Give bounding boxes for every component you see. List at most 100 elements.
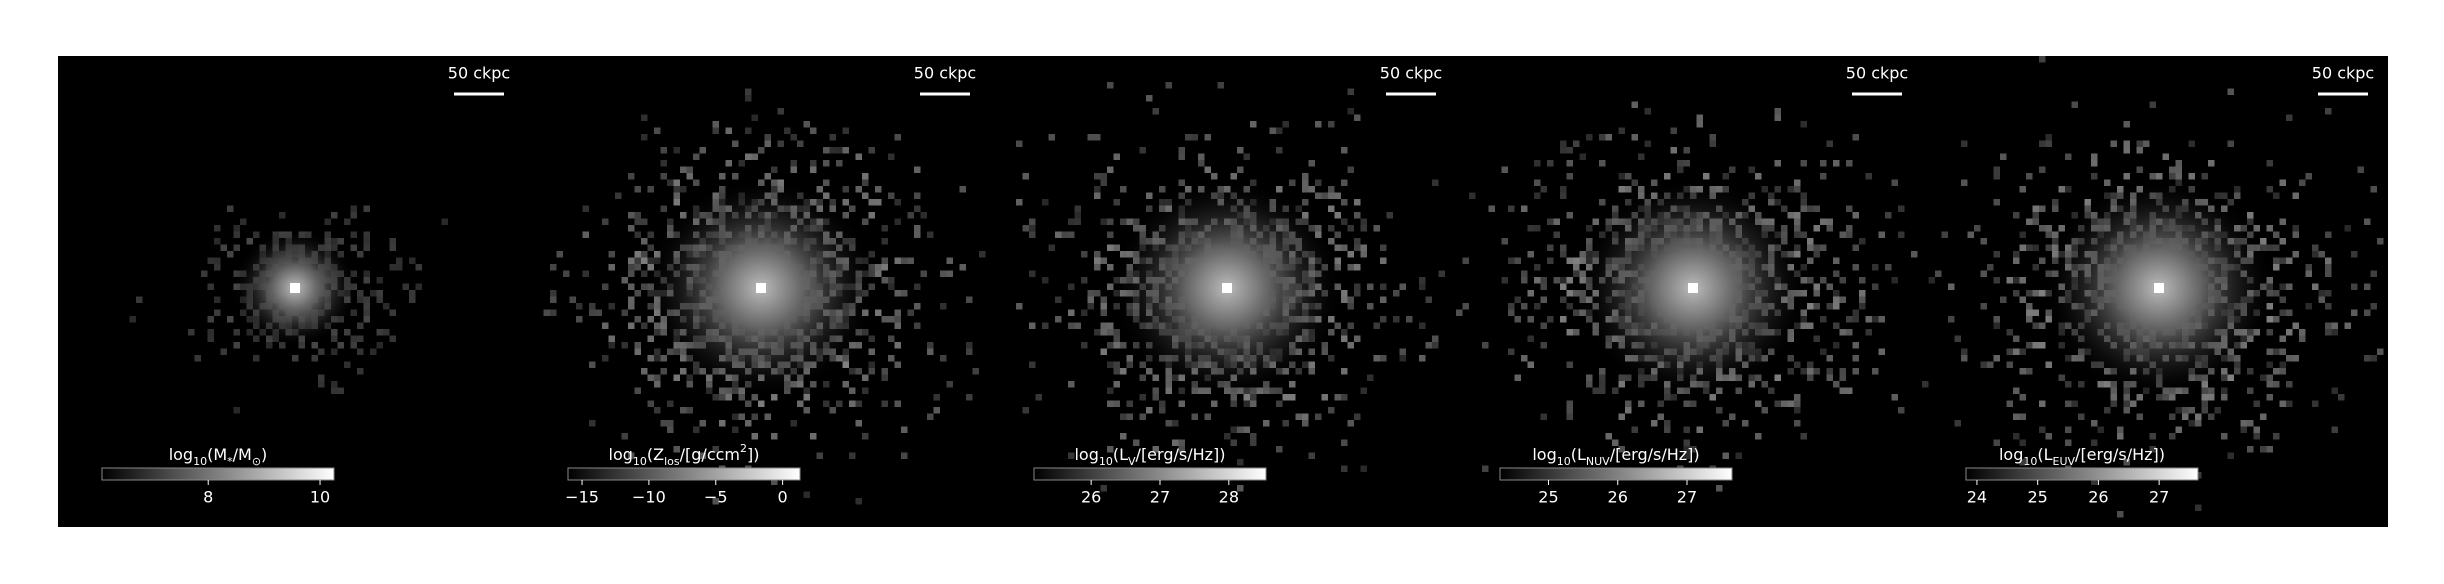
pixel [2299, 329, 2306, 336]
pixel [1774, 374, 1781, 381]
pixel [732, 426, 739, 433]
pixel [862, 173, 869, 180]
pixel [2286, 283, 2293, 290]
pixel [712, 498, 719, 505]
pixel [214, 257, 221, 264]
pixel [350, 335, 357, 342]
pixel [1993, 355, 2000, 362]
pixel [2305, 173, 2312, 180]
pixel [1722, 452, 1729, 459]
pixel [751, 413, 758, 420]
pixel [396, 257, 403, 264]
pixel [2318, 251, 2325, 258]
pixel [1540, 413, 1547, 420]
pixel [634, 251, 641, 258]
pixel [1807, 257, 1814, 264]
pixel [1961, 348, 1968, 355]
pixel [1321, 192, 1328, 199]
pixel [1074, 322, 1081, 329]
scale-label: 50 ckpc [1380, 64, 1442, 83]
pixel [1360, 218, 1367, 225]
pixel [1755, 173, 1762, 180]
pixel [1302, 420, 1309, 427]
pixel [1120, 433, 1127, 440]
pixel [1839, 296, 1846, 303]
pixel [810, 160, 817, 167]
pixel [2338, 394, 2345, 401]
pixel [1898, 205, 1905, 212]
pixel [2045, 134, 2052, 141]
pixel [2045, 231, 2052, 238]
pixel [2078, 413, 2085, 420]
pixel [1042, 199, 1049, 206]
pixel [409, 296, 416, 303]
pixel [628, 212, 635, 219]
pixel [344, 361, 351, 368]
pixel [1833, 322, 1840, 329]
pixel [1341, 147, 1348, 154]
pixel [2169, 433, 2176, 440]
pixel [1833, 296, 1840, 303]
pixel [1094, 329, 1101, 336]
pixel [1534, 277, 1541, 284]
pixel [1826, 218, 1833, 225]
pixel [1276, 446, 1283, 453]
pixel [1328, 407, 1335, 414]
pixel [1087, 303, 1094, 310]
pixel [1399, 348, 1406, 355]
pixel [2279, 218, 2286, 225]
pixel [1631, 101, 1638, 108]
pixel [667, 426, 674, 433]
pixel [2130, 400, 2137, 407]
pixel [1813, 251, 1820, 258]
pixel [816, 186, 823, 193]
pixel [2279, 179, 2286, 186]
pixel [2091, 439, 2098, 446]
pixel [673, 186, 680, 193]
pixel [894, 322, 901, 329]
pixel [337, 238, 344, 245]
pixel [214, 309, 221, 316]
pixel [784, 127, 791, 134]
pixel [725, 127, 732, 134]
pixel [2065, 400, 2072, 407]
pixel [1761, 186, 1768, 193]
pixel [2325, 329, 2332, 336]
pixel [771, 166, 778, 173]
pixel [2273, 433, 2280, 440]
pixel [2325, 303, 2332, 310]
pixel [2026, 309, 2033, 316]
pixel [894, 400, 901, 407]
pixel [1380, 355, 1387, 362]
pixel [2123, 400, 2130, 407]
pixel [1094, 264, 1101, 271]
pixel [1178, 387, 1185, 394]
pixel [758, 400, 765, 407]
pixel [1100, 173, 1107, 180]
pixel [2071, 400, 2078, 407]
pixel [914, 192, 921, 199]
pixel [1107, 400, 1114, 407]
pixel [2364, 309, 2371, 316]
pixel [1029, 231, 1036, 238]
pixel [940, 270, 947, 277]
pixel [842, 381, 849, 388]
pixel [901, 426, 908, 433]
pixel [1341, 199, 1348, 206]
pixel [2162, 153, 2169, 160]
pixel [1729, 413, 1736, 420]
pixel [634, 316, 641, 323]
pixel [2117, 511, 2124, 518]
pixel [1373, 322, 1380, 329]
pixel [2221, 192, 2228, 199]
pixel [2188, 420, 2195, 427]
pixel [1315, 192, 1322, 199]
pixel [2123, 147, 2130, 154]
colorbar-label-part: 10 [2023, 455, 2037, 468]
colorbar-label-part: ) [261, 445, 267, 464]
pixel [2208, 160, 2215, 167]
pixel [1560, 316, 1567, 323]
pixel [660, 147, 667, 154]
pixel [2032, 205, 2039, 212]
